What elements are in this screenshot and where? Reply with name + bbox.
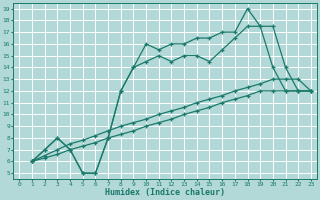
X-axis label: Humidex (Indice chaleur): Humidex (Indice chaleur) <box>105 188 225 197</box>
